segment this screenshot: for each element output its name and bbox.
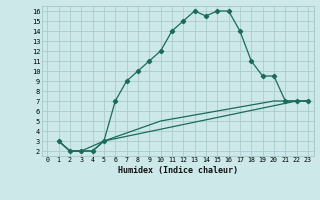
X-axis label: Humidex (Indice chaleur): Humidex (Indice chaleur) (118, 166, 237, 175)
